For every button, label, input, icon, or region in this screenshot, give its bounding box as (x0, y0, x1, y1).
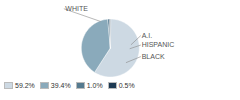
html-text:39.4%: 39.4% (50, 82, 71, 89)
svg-text:BLACK: BLACK (142, 53, 165, 60)
html-text:59.2%: 59.2% (15, 82, 35, 89)
html-text:0.5%: 0.5% (118, 82, 135, 89)
svg-text:HISPANIC: HISPANIC (142, 41, 175, 48)
html-text:1.0%: 1.0% (86, 82, 103, 89)
svg-text:A.I.: A.I. (142, 32, 153, 39)
svg-text:WHITE: WHITE (65, 5, 88, 12)
